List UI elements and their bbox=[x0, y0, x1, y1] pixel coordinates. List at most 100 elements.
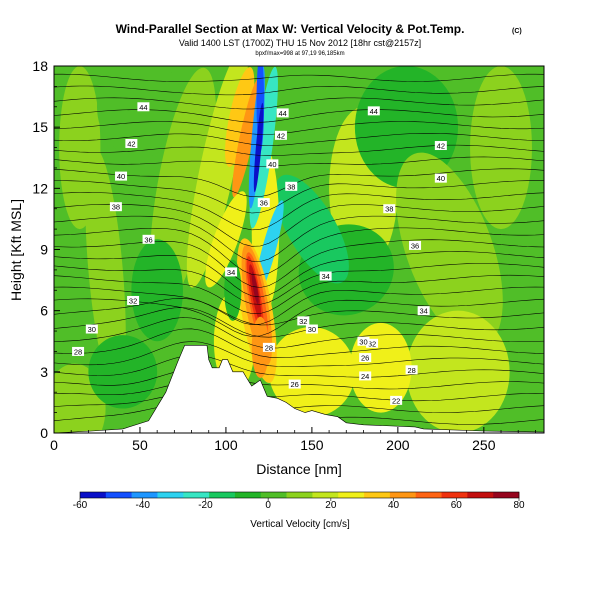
source-line: bpxf/max=998 at 97,19 96,185km bbox=[255, 51, 344, 57]
chart-subtitle: Valid 1400 LST (1700Z) THU 15 Nov 2012 [… bbox=[179, 38, 421, 48]
contour-label-box bbox=[257, 198, 270, 208]
theta-contour-line bbox=[54, 73, 544, 82]
vertical-velocity-field bbox=[54, 66, 532, 433]
colorbar-tick-label: -40 bbox=[135, 500, 150, 511]
velocity-cell bbox=[253, 102, 264, 193]
contour-label: 28 bbox=[265, 343, 273, 352]
theta-contour-line bbox=[54, 286, 544, 325]
colorbar-swatch bbox=[338, 492, 365, 498]
contour-label: 38 bbox=[385, 205, 393, 214]
contour-label-box bbox=[417, 306, 430, 316]
contour-label: 42 bbox=[277, 131, 285, 140]
contour-label: 38 bbox=[112, 203, 120, 212]
contour-label-box bbox=[262, 342, 275, 352]
contour-label-box bbox=[409, 240, 422, 250]
theta-contour-line bbox=[54, 203, 544, 247]
contour-label: 28 bbox=[74, 347, 82, 356]
theta-contour-line bbox=[54, 251, 544, 298]
plot-area: 44 44 44 42 42 42 40 40 40 38 38 38 36 36 36 34 34 34 32 32… bbox=[54, 66, 544, 433]
colorbar-swatch bbox=[131, 492, 158, 498]
colorbar-swatch bbox=[312, 492, 339, 498]
velocity-cell bbox=[232, 77, 261, 198]
contour-label: 22 bbox=[392, 396, 400, 405]
theta-contour-line bbox=[54, 382, 544, 402]
theta-contour-line bbox=[54, 317, 544, 349]
contour-label: 38 bbox=[287, 182, 295, 191]
copyright-mark: (C) bbox=[512, 28, 522, 35]
theta-contour-line bbox=[54, 274, 544, 314]
contour-label: 40 bbox=[437, 174, 445, 183]
chart-title: Wind-Parallel Section at Max W: Vertical… bbox=[116, 22, 465, 36]
colorbar-tick-label: -60 bbox=[73, 500, 88, 511]
velocity-cell bbox=[131, 239, 183, 342]
velocity-cell bbox=[96, 66, 183, 158]
theta-contour-line bbox=[54, 394, 544, 413]
contour-label-box bbox=[85, 324, 98, 334]
contour-labels: 44 44 44 42 42 42 40 40 40 38 38 38 36 36 36 34 34 34 32 32… bbox=[72, 102, 447, 405]
contour-label-box bbox=[319, 271, 332, 281]
contour-label-box bbox=[115, 171, 128, 181]
contour-label-box bbox=[305, 324, 318, 334]
y-tick-label: 15 bbox=[32, 119, 48, 135]
contour-label-box bbox=[383, 204, 396, 214]
contour-label-box bbox=[357, 336, 370, 346]
contour-label: 34 bbox=[419, 307, 427, 316]
theta-contour-line bbox=[54, 263, 544, 305]
y-axis: 0 3 6 9 12 15 18 bbox=[32, 58, 60, 441]
contour-label: 42 bbox=[437, 142, 445, 151]
contour-label-box bbox=[109, 202, 122, 212]
terrain bbox=[54, 345, 544, 433]
colorbar-swatch bbox=[415, 492, 442, 498]
contour-label-box bbox=[366, 338, 379, 348]
contour-label-box bbox=[274, 130, 287, 140]
colorbar-tick-label: 80 bbox=[513, 500, 525, 511]
contour-label: 32 bbox=[368, 339, 376, 348]
colorbar-swatch bbox=[441, 492, 468, 498]
contour-label-box bbox=[297, 316, 310, 326]
colorbar-label: Vertical Velocity [cm/s] bbox=[250, 519, 350, 530]
contour-label: 44 bbox=[370, 107, 378, 116]
contour-label: 36 bbox=[144, 235, 152, 244]
colorbar-swatch bbox=[234, 492, 262, 498]
contour-label-box bbox=[285, 181, 298, 191]
x-tick-label: 200 bbox=[386, 437, 410, 453]
theta-contour-line bbox=[54, 109, 544, 123]
y-tick-label: 12 bbox=[32, 180, 48, 196]
theta-contour-line bbox=[54, 168, 544, 197]
y-tick-label: 9 bbox=[40, 242, 48, 258]
theta-contour-line bbox=[54, 239, 544, 288]
contour-label-box bbox=[359, 353, 372, 363]
theta-contour-line bbox=[54, 97, 544, 110]
y-tick-label: 0 bbox=[40, 425, 48, 441]
theta-contour-line bbox=[54, 307, 544, 338]
colorbar-swatch bbox=[467, 492, 494, 498]
contour-label: 40 bbox=[117, 172, 125, 181]
velocity-cell bbox=[251, 272, 259, 305]
contour-label: 36 bbox=[260, 199, 268, 208]
contour-label: 30 bbox=[308, 325, 316, 334]
contour-label-box bbox=[127, 295, 140, 305]
colorbar-tick-label: 20 bbox=[325, 500, 337, 511]
x-tick-label: 250 bbox=[472, 437, 496, 453]
colorbar-swatch bbox=[260, 492, 287, 498]
theta-contour-line bbox=[54, 180, 544, 214]
colorbar-swatch bbox=[364, 492, 391, 498]
x-axis: 0 50 100 150 200 250 bbox=[50, 427, 536, 453]
velocity-cell bbox=[205, 191, 247, 288]
contour-label-box bbox=[359, 371, 372, 381]
y-tick-label: 18 bbox=[32, 58, 48, 74]
x-tick-label: 100 bbox=[214, 437, 238, 453]
velocity-cell bbox=[268, 327, 355, 417]
colorbar-swatch bbox=[183, 492, 210, 498]
theta-contour-line bbox=[54, 227, 544, 276]
contour-label: 30 bbox=[359, 337, 367, 346]
contour-label: 28 bbox=[407, 366, 415, 375]
contour-label-box bbox=[137, 102, 150, 112]
potential-temperature-contours bbox=[54, 73, 544, 425]
contour-label: 30 bbox=[88, 325, 96, 334]
velocity-cell bbox=[406, 310, 510, 433]
contour-label: 44 bbox=[278, 109, 286, 118]
contour-label: 40 bbox=[268, 160, 276, 169]
contour-label-box bbox=[72, 346, 85, 356]
contour-label-box bbox=[276, 108, 289, 118]
